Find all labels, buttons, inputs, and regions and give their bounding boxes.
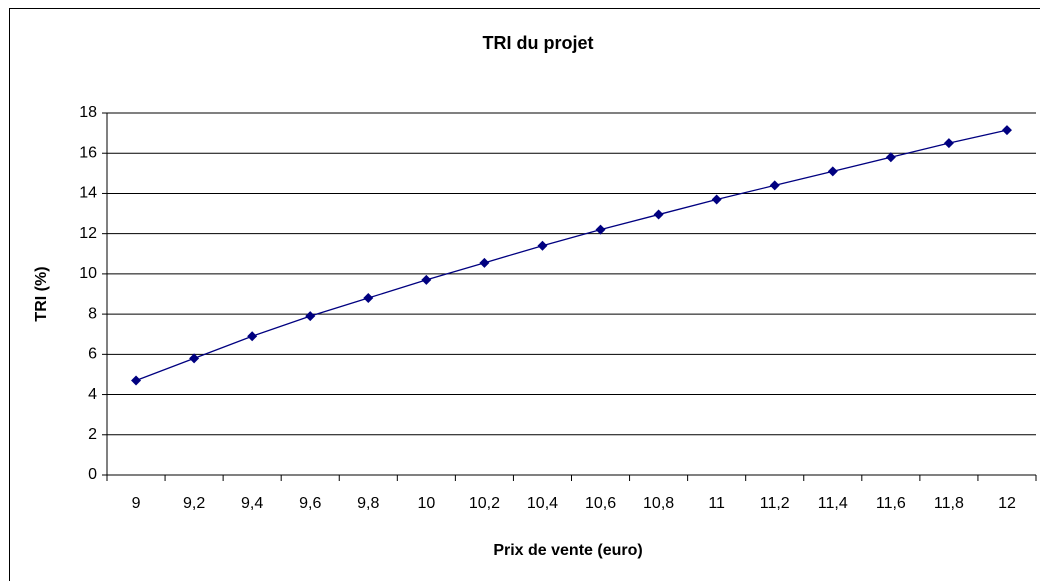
x-tick-label: 11,8 (934, 495, 964, 512)
data-point (711, 194, 722, 205)
data-point (827, 166, 838, 177)
y-tick-label: 6 (88, 346, 97, 363)
data-point (595, 224, 606, 235)
data-point (653, 209, 664, 220)
x-tick-label: 10,6 (585, 495, 616, 512)
x-tick-label: 9,6 (299, 495, 321, 512)
data-point (363, 293, 374, 304)
x-tick-label: 10,8 (643, 495, 674, 512)
x-tick-label: 11,4 (818, 495, 848, 512)
x-tick-label: 10,4 (527, 495, 558, 512)
y-tick-label: 2 (88, 426, 97, 443)
data-point (1001, 125, 1012, 136)
y-tick-label: 10 (79, 265, 97, 282)
x-tick-label: 9,8 (357, 495, 379, 512)
x-tick-label: 10,2 (469, 495, 500, 512)
data-point (247, 331, 258, 342)
chart-frame (9, 8, 1040, 581)
chart-title: TRI du projet (483, 33, 594, 53)
data-point (479, 257, 490, 268)
x-axis-title: Prix de vente (euro) (493, 542, 642, 559)
x-tick-label: 11,6 (876, 495, 906, 512)
x-tick-label: 10 (417, 495, 435, 512)
data-point (537, 240, 548, 251)
y-tick-label: 18 (79, 104, 97, 121)
x-tick-label: 12 (998, 495, 1016, 512)
x-tick-label: 9,4 (241, 495, 263, 512)
y-tick-label: 4 (88, 386, 97, 403)
x-tick-label: 9 (132, 495, 141, 512)
x-tick-label: 11 (708, 495, 725, 512)
data-point (769, 180, 780, 191)
y-tick-label: 12 (79, 225, 97, 242)
y-tick-label: 0 (88, 466, 97, 483)
data-point (305, 311, 316, 322)
data-point (131, 375, 142, 386)
y-tick-label: 8 (88, 305, 97, 322)
y-tick-label: 16 (79, 144, 97, 161)
y-axis-title: TRI (%) (33, 266, 50, 321)
data-point (189, 353, 200, 364)
y-tick-label: 14 (79, 185, 97, 202)
x-tick-label: 9,2 (183, 495, 205, 512)
data-point (885, 152, 896, 163)
data-point (421, 274, 432, 285)
x-tick-label: 11,2 (760, 495, 790, 512)
series-line (135, 129, 1008, 382)
data-point (943, 138, 954, 149)
